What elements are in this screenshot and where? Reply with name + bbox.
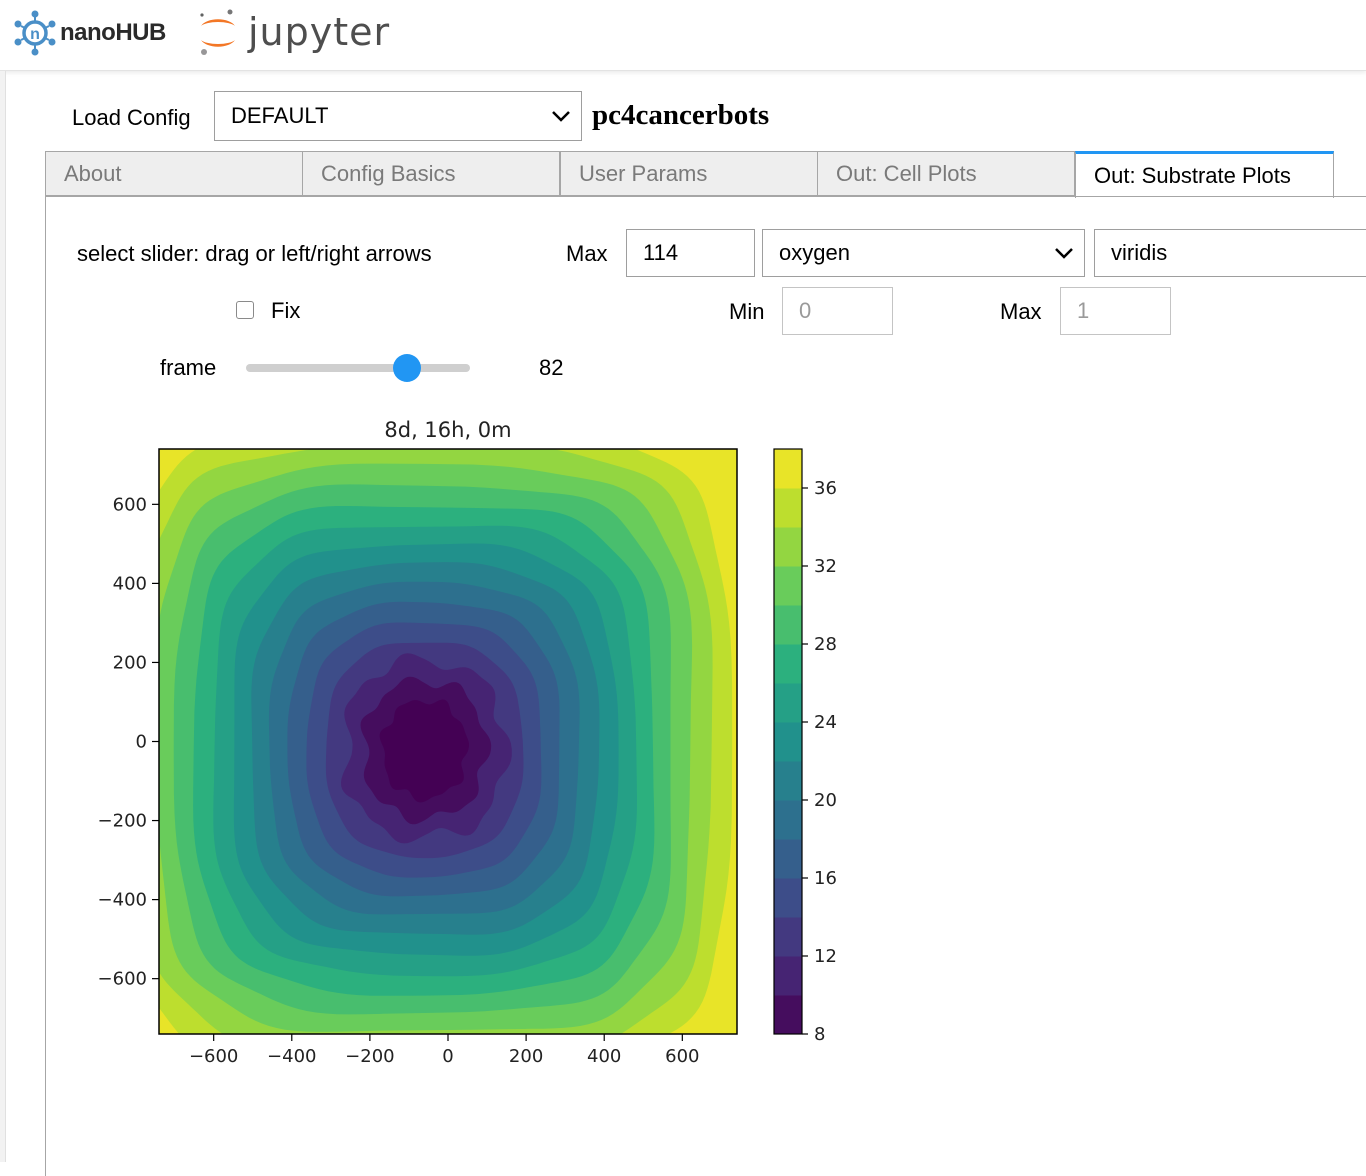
svg-text:n: n <box>30 26 40 43</box>
frame-value: 82 <box>539 355 564 380</box>
slider-instructions: select slider: drag or left/right arrows <box>77 241 432 266</box>
max-value: 1 <box>1077 298 1090 323</box>
tab-label: Out: Substrate Plots <box>1094 163 1291 188</box>
tab-panel <box>45 196 1366 1176</box>
jupyter-logo[interactable]: jupyter <box>196 6 390 58</box>
jupyter-icon <box>200 9 235 55</box>
tab-about[interactable]: About <box>45 151 303 196</box>
chevron-down-icon <box>552 111 570 122</box>
nanohub-wordmark: nanoHUB <box>60 19 166 46</box>
tab-label: User Params <box>579 160 708 186</box>
tab-user-params[interactable]: User Params <box>560 151 818 196</box>
load-config-value: DEFAULT <box>231 103 329 128</box>
tab-label: Out: Cell Plots <box>836 160 977 186</box>
top-bar: n nanoHUB jupyter <box>0 0 1366 71</box>
frame-label: frame <box>160 355 217 380</box>
jupyter-wordmark: jupyter <box>248 10 391 54</box>
nanohub-icon: n <box>14 10 56 56</box>
tab-label: Config Basics <box>321 160 456 186</box>
colormap-value: viridis <box>1111 240 1168 265</box>
tab-substrate-plots[interactable]: Out: Substrate Plots <box>1075 151 1334 198</box>
fix-label: Fix <box>271 298 301 323</box>
min-label: Min <box>729 299 765 324</box>
nanohub-logo[interactable]: n nanoHUB <box>12 8 166 58</box>
tab-label: About <box>64 160 122 186</box>
frame-slider-track[interactable] <box>246 364 470 372</box>
substrate-value: oxygen <box>779 240 850 265</box>
max-frame-label: Max <box>566 241 608 266</box>
fix-checkbox[interactable] <box>236 301 254 319</box>
colormap-select[interactable]: viridis <box>1094 229 1366 277</box>
min-input[interactable]: 0 <box>782 287 893 335</box>
max-frame-value: 114 <box>643 240 679 265</box>
left-gutter <box>0 71 6 1162</box>
app-title: pc4cancerbots <box>592 99 770 131</box>
load-config-label: Load Config <box>72 105 191 130</box>
max-label: Max <box>1000 299 1042 324</box>
min-value: 0 <box>799 298 812 323</box>
max-input[interactable]: 1 <box>1060 287 1171 335</box>
substrate-select[interactable]: oxygen <box>762 229 1085 277</box>
frame-slider-handle[interactable] <box>393 354 422 382</box>
max-frame-input[interactable]: 114 <box>626 229 755 277</box>
tab-config-basics[interactable]: Config Basics <box>302 151 560 196</box>
tab-cell-plots[interactable]: Out: Cell Plots <box>817 151 1075 196</box>
load-config-select[interactable]: DEFAULT <box>214 91 582 141</box>
chevron-down-icon <box>1055 248 1073 259</box>
